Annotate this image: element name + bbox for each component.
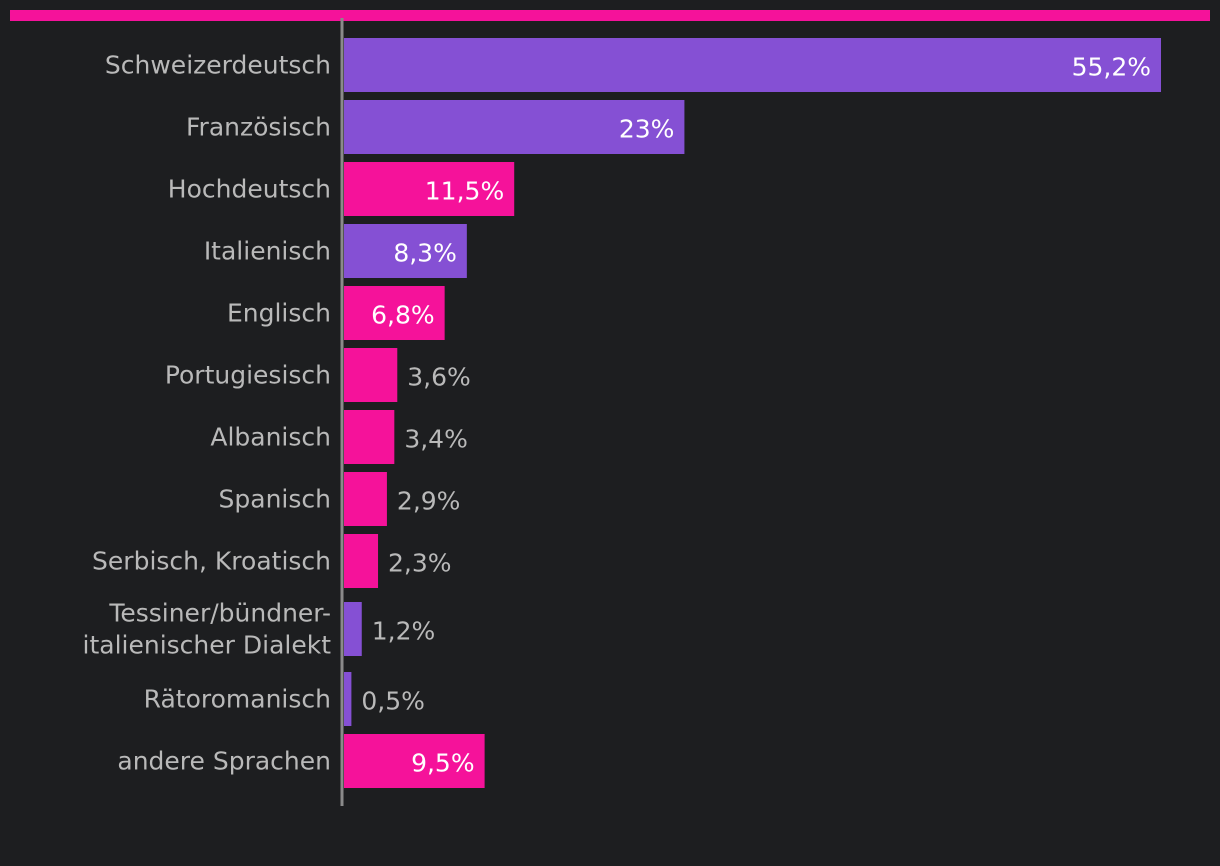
category-label-9-line-0: Tessiner/bündner- — [108, 599, 331, 628]
value-label-5: 3,6% — [407, 363, 471, 392]
category-label-8: Serbisch, Kroatisch — [92, 547, 331, 576]
bar-7 — [344, 472, 387, 526]
bar-5 — [344, 348, 398, 402]
bar-2 — [344, 162, 515, 216]
bars-group — [344, 38, 1161, 788]
category-label-4: Englisch — [227, 299, 331, 328]
category-label-1: Französisch — [186, 113, 331, 142]
value-label-3: 8,3% — [393, 239, 457, 268]
value-label-8: 2,3% — [388, 549, 452, 578]
bar-9 — [344, 602, 362, 656]
category-label-2: Hochdeutsch — [168, 175, 331, 204]
bar-0 — [344, 38, 1161, 92]
value-label-1: 23% — [619, 115, 675, 144]
bar-6 — [344, 410, 395, 464]
category-label-6: Albanisch — [210, 423, 331, 452]
value-label-9: 1,2% — [372, 617, 436, 646]
value-label-0: 55,2% — [1072, 53, 1151, 82]
category-label-9-line-1: italienischer Dialekt — [83, 631, 332, 660]
category-label-10: Rätoromanisch — [144, 685, 331, 714]
bar-4 — [344, 286, 445, 340]
bar-10 — [344, 672, 352, 726]
value-label-11: 9,5% — [411, 749, 475, 778]
category-labels: Schweizerdeutsch Französisch Hochdeutsch It… — [83, 51, 332, 776]
category-label-0: Schweizerdeutsch — [105, 51, 331, 80]
bar-8 — [344, 534, 379, 588]
value-label-10: 0,5% — [361, 687, 425, 716]
bar-3 — [344, 224, 467, 278]
category-label-3: Italienisch — [204, 237, 331, 266]
value-label-4: 6,8% — [371, 301, 435, 330]
value-label-7: 2,9% — [397, 487, 461, 516]
bar-1 — [344, 100, 685, 154]
bar-11 — [344, 734, 485, 788]
category-label-5: Portugiesisch — [165, 361, 331, 390]
value-labels: 55,2% 23% 11,5% 8,3% 6,8% 3,6% 3,4% 2,9% 2,3% 1,2… — [361, 53, 1151, 778]
category-label-11: andere Sprachen — [117, 747, 331, 776]
accent-stripe — [10, 10, 1210, 21]
category-label-7: Spanisch — [219, 485, 331, 514]
value-label-2: 11,5% — [425, 177, 504, 206]
value-label-6: 3,4% — [404, 425, 468, 454]
